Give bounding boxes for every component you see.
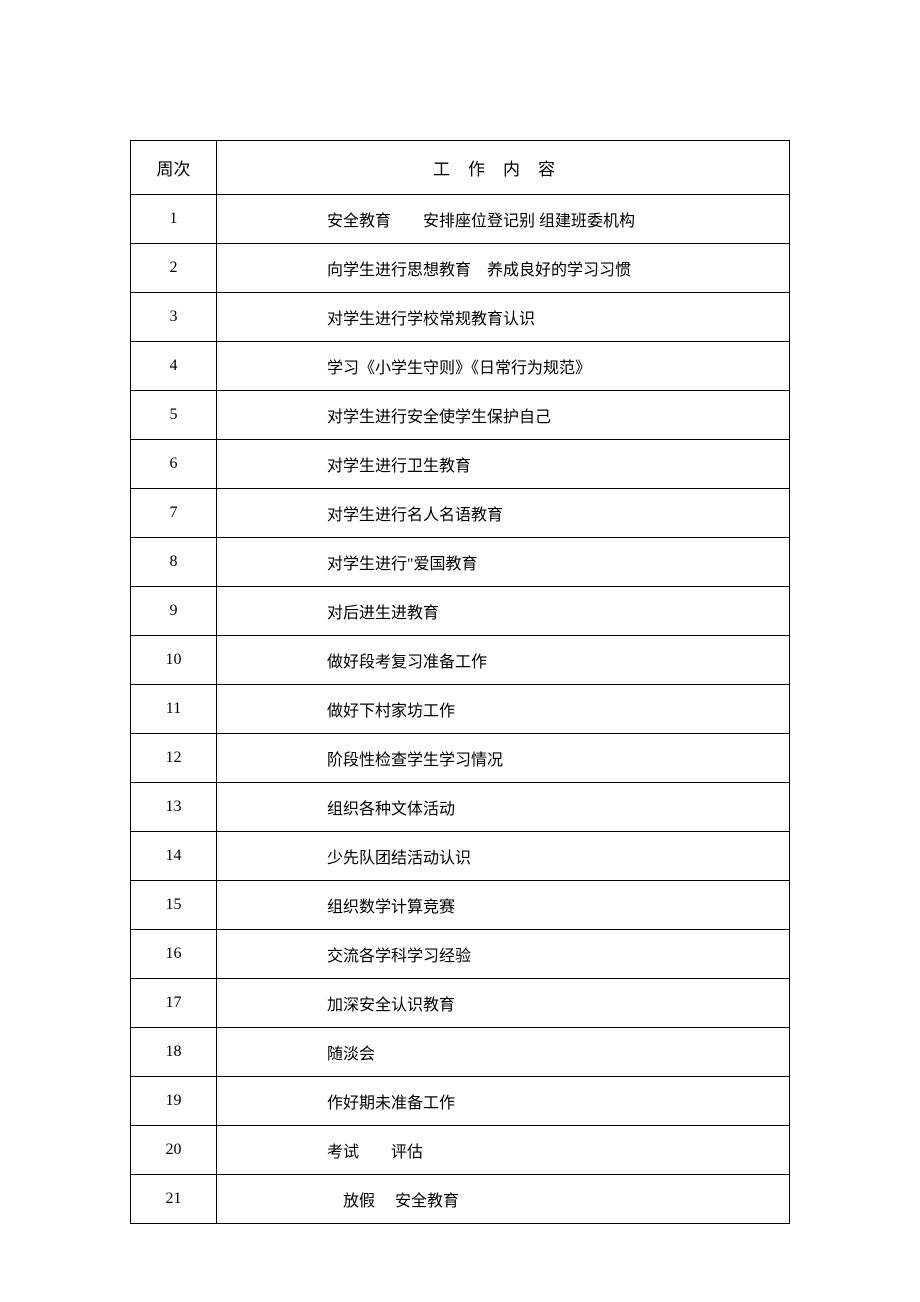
table-row: 10做好段考复习准备工作 [131,636,790,685]
cell-week: 20 [131,1126,217,1175]
table-row: 7对学生进行名人名语教育 [131,489,790,538]
cell-week: 16 [131,930,217,979]
cell-week: 11 [131,685,217,734]
cell-content: 对学生进行学校常规教育认识 [217,293,790,342]
cell-content: 对学生进行名人名语教育 [217,489,790,538]
table-row: 11做好下村家坊工作 [131,685,790,734]
cell-week: 2 [131,244,217,293]
cell-content: 对学生进行"爱国教育 [217,538,790,587]
cell-week: 8 [131,538,217,587]
table-row: 15组织数学计算竞赛 [131,881,790,930]
cell-week: 9 [131,587,217,636]
cell-week: 10 [131,636,217,685]
cell-content: 向学生进行思想教育 养成良好的学习习惯 [217,244,790,293]
cell-content: 组织数学计算竞赛 [217,881,790,930]
schedule-table: 周次 工作内容 1安全教育 安排座位登记别 组建班委机构 2向学生进行思想教育 … [130,140,790,1224]
cell-week: 13 [131,783,217,832]
table-row: 5对学生进行安全使学生保护自己 [131,391,790,440]
cell-week: 19 [131,1077,217,1126]
table-row: 2向学生进行思想教育 养成良好的学习习惯 [131,244,790,293]
table-row: 16交流各学科学习经验 [131,930,790,979]
cell-content: 安全教育 安排座位登记别 组建班委机构 [217,195,790,244]
cell-content: 交流各学科学习经验 [217,930,790,979]
cell-content: 加深安全认识教育 [217,979,790,1028]
cell-content: 阶段性检查学生学习情况 [217,734,790,783]
cell-week: 5 [131,391,217,440]
cell-week: 7 [131,489,217,538]
table-row: 13组织各种文体活动 [131,783,790,832]
cell-week: 4 [131,342,217,391]
cell-content: 对学生进行卫生教育 [217,440,790,489]
header-content: 工作内容 [217,141,790,195]
header-week: 周次 [131,141,217,195]
table-row: 19作好期未准备工作 [131,1077,790,1126]
cell-content: 对学生进行安全使学生保护自己 [217,391,790,440]
table-row: 9对后进生进教育 [131,587,790,636]
cell-week: 12 [131,734,217,783]
table-row: 17加深安全认识教育 [131,979,790,1028]
cell-content: 对后进生进教育 [217,587,790,636]
cell-week: 14 [131,832,217,881]
cell-content: 考试 评估 [217,1126,790,1175]
cell-week: 18 [131,1028,217,1077]
cell-content: 放假 安全教育 [217,1175,790,1224]
table-row: 3对学生进行学校常规教育认识 [131,293,790,342]
table-header-row: 周次 工作内容 [131,141,790,195]
cell-content: 做好段考复习准备工作 [217,636,790,685]
table-row: 12阶段性检查学生学习情况 [131,734,790,783]
table-row: 1安全教育 安排座位登记别 组建班委机构 [131,195,790,244]
cell-week: 17 [131,979,217,1028]
cell-week: 3 [131,293,217,342]
table-body: 1安全教育 安排座位登记别 组建班委机构 2向学生进行思想教育 养成良好的学习习… [131,195,790,1224]
table-row: 20考试 评估 [131,1126,790,1175]
table-row: 4学习《小学生守则》《日常行为规范》 [131,342,790,391]
cell-week: 15 [131,881,217,930]
cell-content: 作好期未准备工作 [217,1077,790,1126]
table-row: 14少先队团结活动认识 [131,832,790,881]
cell-content: 学习《小学生守则》《日常行为规范》 [217,342,790,391]
cell-week: 6 [131,440,217,489]
table-row: 8对学生进行"爱国教育 [131,538,790,587]
cell-content: 随淡会 [217,1028,790,1077]
cell-week: 21 [131,1175,217,1224]
cell-content: 组织各种文体活动 [217,783,790,832]
cell-week: 1 [131,195,217,244]
table-row: 21 放假 安全教育 [131,1175,790,1224]
cell-content: 少先队团结活动认识 [217,832,790,881]
table-row: 18随淡会 [131,1028,790,1077]
cell-content: 做好下村家坊工作 [217,685,790,734]
table-row: 6对学生进行卫生教育 [131,440,790,489]
